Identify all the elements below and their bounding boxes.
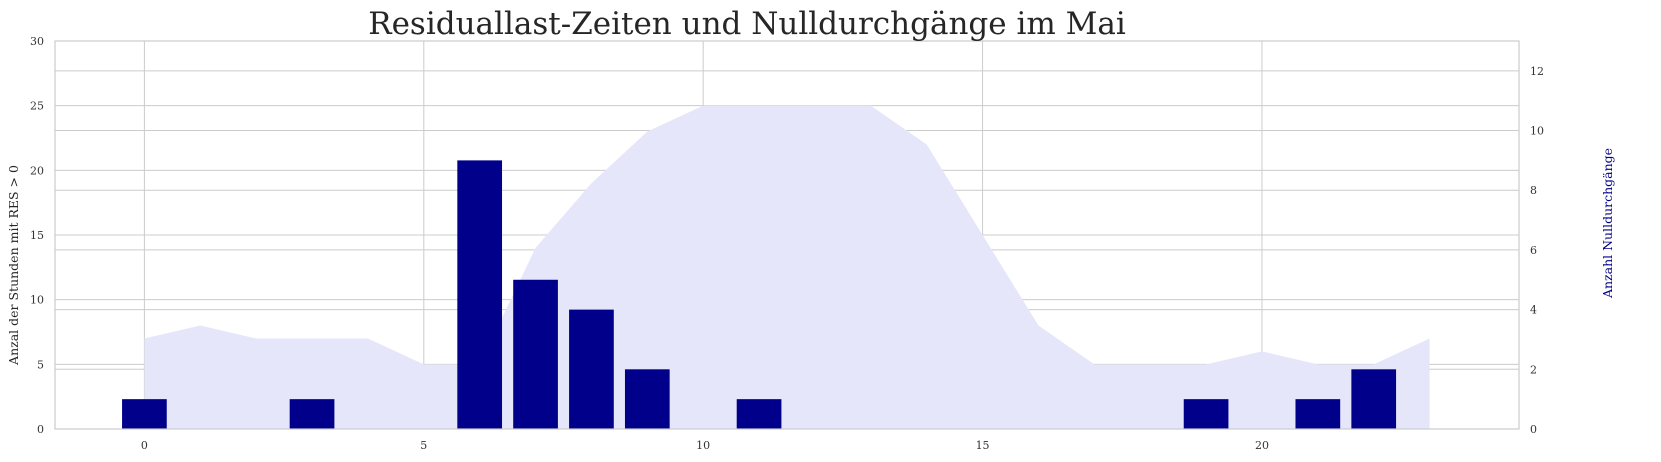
tick-labels: 0 5 10 15 20 0 5 10 15 20 25 30 0 2 4 6 8 10 12 bbox=[30, 35, 1544, 452]
bar-11 bbox=[736, 399, 782, 429]
bar-8 bbox=[569, 309, 614, 429]
bar-series bbox=[122, 160, 1397, 429]
chart-title: Residuallast-Zeiten und Nulldurchgänge i… bbox=[368, 6, 1126, 42]
x-tick-label: 20 bbox=[1255, 439, 1269, 452]
y-right-tick-label: 0 bbox=[1530, 423, 1537, 436]
y-axis-left-title: Anzal der Stunden mit RES > 0 bbox=[6, 165, 21, 366]
bar-0 bbox=[122, 399, 167, 429]
y-left-tick-label: 10 bbox=[30, 294, 44, 307]
y-right-tick-label: 10 bbox=[1530, 125, 1544, 138]
x-tick-label: 5 bbox=[420, 439, 427, 452]
x-tick-label: 10 bbox=[696, 439, 710, 452]
bar-21 bbox=[1295, 399, 1341, 429]
bar-3 bbox=[289, 399, 335, 429]
y-left-tick-label: 20 bbox=[30, 164, 44, 177]
y-left-tick-label: 0 bbox=[37, 423, 44, 436]
y-left-tick-label: 15 bbox=[30, 229, 44, 242]
axes bbox=[54, 40, 1520, 430]
y-right-tick-label: 12 bbox=[1530, 65, 1544, 78]
bar-9 bbox=[624, 369, 670, 429]
y-right-tick-label: 8 bbox=[1530, 184, 1537, 197]
y-axis-right-title: Anzahl Nulldurchgänge bbox=[1600, 148, 1615, 299]
bar-7 bbox=[513, 279, 558, 429]
x-tick-label: 15 bbox=[976, 439, 990, 452]
bar-19 bbox=[1183, 399, 1229, 429]
x-tick-label: 0 bbox=[141, 439, 148, 452]
bar-6 bbox=[457, 160, 503, 429]
bar-22 bbox=[1351, 369, 1397, 429]
y-right-tick-label: 6 bbox=[1530, 244, 1537, 257]
area-series bbox=[144, 105, 1430, 430]
plot-frame bbox=[54, 40, 1520, 430]
area-residual-hours bbox=[144, 105, 1430, 430]
y-right-tick-label: 2 bbox=[1530, 363, 1537, 376]
y-left-tick-label: 5 bbox=[37, 358, 44, 371]
y-right-tick-label: 4 bbox=[1530, 304, 1537, 317]
y-left-tick-label: 25 bbox=[30, 100, 44, 113]
y-left-tick-label: 30 bbox=[30, 35, 44, 48]
